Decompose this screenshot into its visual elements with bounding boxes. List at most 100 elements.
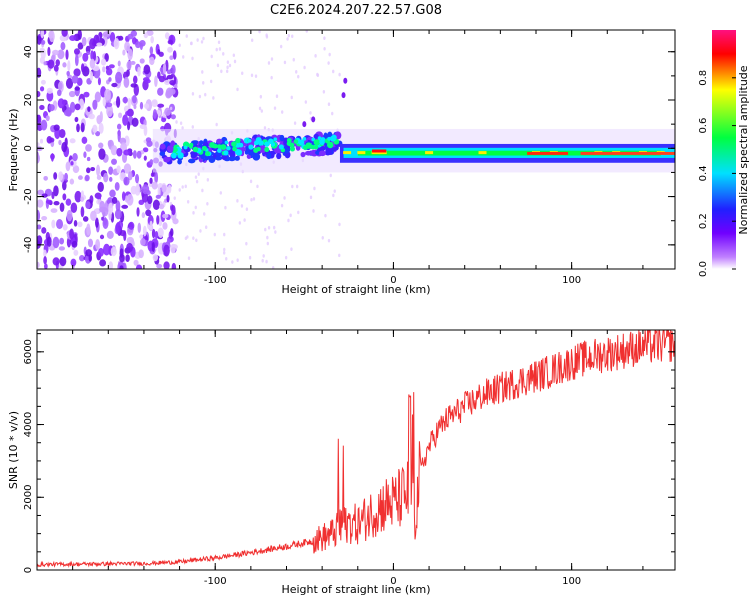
noise-blob [170, 243, 176, 254]
noise-blob [57, 49, 65, 60]
noise-blob [137, 222, 142, 234]
noise-blob [73, 68, 81, 77]
noise-blob [53, 185, 59, 197]
signal-peak [256, 146, 261, 152]
noise-dot [169, 201, 173, 206]
noise-dot [289, 213, 292, 218]
signal-peak [314, 145, 319, 150]
noise-blob [77, 175, 83, 180]
noise-blob [118, 35, 124, 41]
noise-blob [73, 48, 80, 55]
noise-blob [94, 208, 100, 214]
noise-blob [145, 209, 152, 217]
noise-blob [55, 59, 60, 67]
noise-dot [270, 57, 274, 61]
noise-dot [293, 121, 297, 125]
noise-blob [53, 64, 59, 72]
noise-blob [59, 237, 65, 245]
noise-dot [265, 259, 268, 264]
noise-blob [151, 228, 156, 239]
noise-blob [99, 259, 107, 267]
noise-blob [132, 75, 138, 84]
noise-blob [58, 128, 66, 139]
noise-blob [87, 238, 93, 248]
noise-blob [98, 247, 104, 257]
noise-dot [321, 235, 324, 240]
noise-blob [166, 194, 170, 203]
signal-peak [268, 138, 274, 144]
noise-dot [333, 189, 336, 193]
noise-blob [127, 33, 134, 40]
noise-dot [181, 185, 184, 189]
noise-blob [139, 42, 143, 51]
signal-streak [302, 121, 307, 128]
noise-blob [88, 254, 93, 262]
noise-dot [309, 111, 312, 115]
noise-blob [94, 91, 101, 103]
noise-blob [69, 138, 76, 144]
noise-dot [273, 106, 277, 110]
noise-blob [85, 201, 91, 209]
noise-blob [59, 202, 65, 212]
signal-blob [325, 147, 333, 155]
noise-dot [236, 199, 239, 203]
figure-title: C2E6.2024.207.22.57.G08 [270, 3, 442, 18]
carrier-max [527, 151, 569, 155]
noise-blob [48, 104, 55, 112]
noise-blob [109, 189, 116, 198]
noise-blob [146, 30, 154, 36]
noise-blob [57, 98, 65, 109]
noise-dot [261, 258, 264, 263]
noise-dot [254, 74, 258, 78]
signal-peak [259, 140, 264, 146]
noise-blob [82, 52, 89, 62]
signal-peak [264, 147, 270, 153]
noise-blob [40, 39, 46, 45]
noise-blob [85, 45, 91, 54]
noise-blob [40, 79, 46, 85]
snr-series-line [37, 330, 675, 568]
noise-blob [98, 148, 106, 160]
noise-dot [215, 122, 218, 127]
noise-blob [114, 208, 122, 220]
noise-blob [92, 99, 98, 110]
noise-blob [108, 77, 112, 82]
noise-blob [169, 79, 176, 86]
noise-blob [37, 199, 44, 208]
noise-blob [89, 38, 96, 50]
noise-blob [147, 195, 153, 205]
signal-peak [248, 144, 254, 150]
noise-blob [137, 66, 141, 77]
noise-blob [167, 184, 172, 194]
noise-blob [150, 35, 154, 44]
noise-blob [157, 227, 164, 238]
noise-blob [69, 178, 75, 185]
signal-peak [201, 145, 207, 151]
noise-dot [312, 209, 315, 213]
noise-blob [70, 258, 77, 267]
noise-blob [162, 62, 167, 75]
noise-dot [216, 63, 220, 68]
noise-blob [122, 49, 126, 56]
noise-blob [77, 30, 82, 40]
noise-blob [172, 218, 179, 225]
noise-dot [283, 60, 287, 65]
noise-blob [103, 172, 109, 183]
noise-dot [223, 232, 226, 237]
noise-blob [46, 236, 52, 247]
spectrogram-frame [36, 29, 676, 270]
noise-blob [135, 173, 140, 184]
noise-dot [245, 207, 249, 211]
noise-blob [139, 234, 144, 239]
noise-blob [157, 71, 161, 79]
snr-xtick-label: 0 [390, 576, 396, 587]
noise-blob [163, 261, 170, 269]
noise-blob [115, 200, 121, 212]
spectrogram-xtick-label: 0 [390, 275, 396, 286]
noise-dot [258, 30, 261, 34]
noise-dot [274, 230, 277, 234]
noise-blob [110, 246, 117, 257]
noise-blob [139, 101, 144, 110]
noise-blob [115, 96, 121, 108]
